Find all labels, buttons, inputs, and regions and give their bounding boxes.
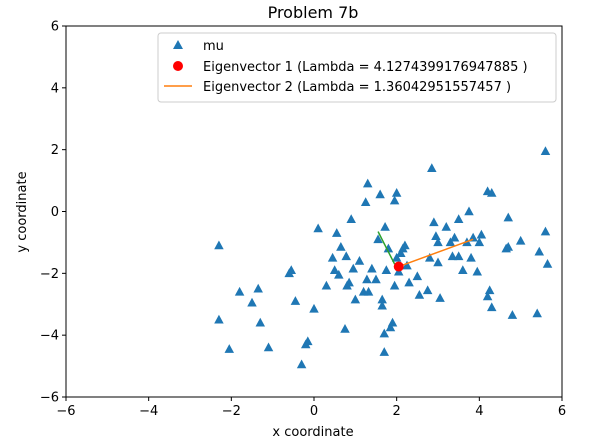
x-axis-label: x coordinate — [272, 425, 353, 440]
chart-title: Problem 7b — [268, 3, 359, 22]
y-tick-label: −2 — [40, 267, 59, 282]
x-tick-label: 0 — [310, 404, 318, 419]
legend-circle-marker — [173, 61, 183, 71]
eigenvector-1-point — [394, 262, 404, 272]
legend-label-eigenvector-1: Eigenvector 1 (Lambda = 4.12743991769478… — [203, 60, 528, 75]
x-tick-label: −4 — [139, 404, 158, 419]
y-tick-label: 4 — [51, 81, 59, 96]
x-tick-label: −2 — [222, 404, 241, 419]
legend-label-eigenvector-2: Eigenvector 2 (Lambda = 1.36042951557457… — [203, 80, 511, 95]
legend: mu Eigenvector 1 (Lambda = 4.12743991769… — [158, 33, 556, 102]
y-tick-label: −4 — [40, 329, 59, 344]
x-tick-label: 6 — [558, 404, 566, 419]
x-tick-label: −6 — [56, 404, 75, 419]
x-tick-label: 2 — [393, 404, 401, 419]
legend-label-mu: mu — [203, 39, 224, 54]
y-tick-label: 0 — [51, 205, 59, 220]
y-tick-label: 6 — [51, 20, 59, 35]
y-tick-label: 2 — [51, 143, 59, 158]
y-axis-label: y coordinate — [15, 171, 30, 252]
y-tick-label: −6 — [40, 391, 59, 406]
x-tick-label: 4 — [475, 404, 483, 419]
